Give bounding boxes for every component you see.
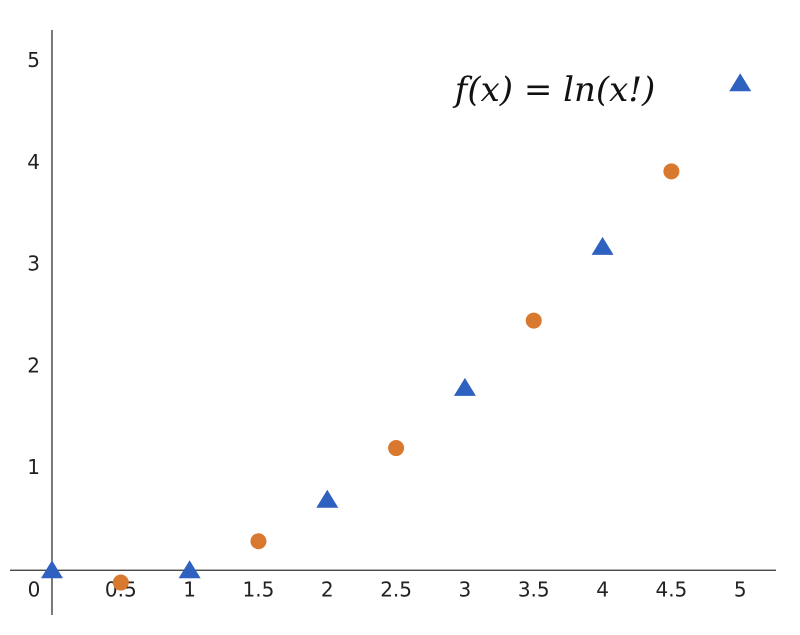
x-tick-label: 0 <box>28 578 41 602</box>
circle-point <box>112 574 129 591</box>
x-tick-label: 2.5 <box>380 578 412 602</box>
y-tick-label: 1 <box>27 455 40 479</box>
circle-point <box>388 440 405 457</box>
x-tick-label: 3 <box>459 578 472 602</box>
circle-point <box>525 312 542 329</box>
x-tick-label: 5 <box>734 578 747 602</box>
circle-point <box>250 533 267 550</box>
triangle-point <box>316 489 339 508</box>
x-tick-label: 2 <box>321 578 334 602</box>
x-tick-label: 1.5 <box>243 578 275 602</box>
x-tick-label: 3.5 <box>518 578 550 602</box>
y-tick-label: 3 <box>27 252 40 276</box>
x-tick-label: 4.5 <box>655 578 687 602</box>
triangle-point <box>729 73 752 92</box>
x-tick-label: 4 <box>596 578 609 602</box>
formula-annotation: f(x) = ln(x!) <box>452 70 656 110</box>
triangle-point <box>178 560 201 579</box>
y-tick-label: 4 <box>27 150 40 174</box>
circle-point <box>663 163 680 180</box>
triangle-point <box>591 236 614 255</box>
triangle-point <box>453 377 476 396</box>
x-tick-label: 1 <box>183 578 196 602</box>
triangle-point <box>40 560 63 579</box>
y-tick-label: 5 <box>27 48 40 72</box>
y-tick-label: 2 <box>27 353 40 377</box>
